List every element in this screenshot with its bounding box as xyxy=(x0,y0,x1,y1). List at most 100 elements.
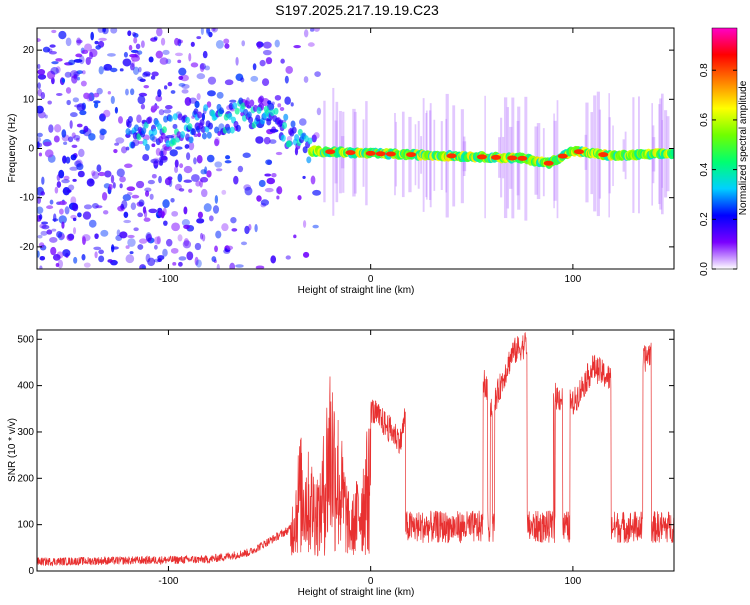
heatmap-speckle xyxy=(70,112,78,118)
heatmap-speckle xyxy=(119,68,124,72)
heatmap-speckle xyxy=(140,40,145,48)
heatmap-speckle xyxy=(183,179,193,183)
heatmap-speckle xyxy=(82,236,86,245)
heatmap-speckle xyxy=(248,224,252,231)
heatmap-speckle xyxy=(122,58,132,67)
heatmap-peak xyxy=(543,160,554,166)
heatmap-speckle xyxy=(69,120,73,129)
bottom-plot-frame xyxy=(36,329,675,572)
heatmap-speckle xyxy=(175,146,183,150)
heatmap-ridge-blob xyxy=(273,107,279,115)
heatmap-speckle xyxy=(184,96,192,106)
heatmap-speckle xyxy=(256,195,262,202)
heatmap-speckle xyxy=(229,99,237,103)
heatmap-speckle xyxy=(64,71,72,78)
top-y-tick-label: -20 xyxy=(20,242,35,253)
heatmap-ridge-blob xyxy=(290,120,296,128)
heatmap-speckle xyxy=(188,141,195,151)
heatmap-speckle xyxy=(195,180,201,187)
heatmap-speckle xyxy=(242,152,251,158)
heatmap-speckle xyxy=(298,118,307,126)
heatmap-speckle xyxy=(54,186,59,194)
colorbar-ticks: 0.0 0.2 0.4 0.6 0.8 xyxy=(699,63,737,276)
heatmap-ridge-blob xyxy=(191,128,197,136)
colorbar-tick-label: 0.2 xyxy=(699,212,710,226)
heatmap-ridge-blob xyxy=(234,107,240,115)
heatmap-speckle xyxy=(38,152,43,157)
heatmap-speckle xyxy=(162,199,170,209)
heatmap-speckle xyxy=(118,116,123,124)
heatmap-speckle xyxy=(212,28,216,32)
heatmap-ridge-blob xyxy=(271,126,277,134)
heatmap-speckle xyxy=(293,234,297,239)
heatmap-ridge-blob xyxy=(199,119,205,127)
heatmap-ridge-blob xyxy=(302,146,308,154)
heatmap-ridge-blob xyxy=(147,116,153,124)
heatmap-ridge-blob xyxy=(306,156,312,164)
top-y-tick-label: 20 xyxy=(23,45,35,56)
heatmap-speckle xyxy=(93,92,100,98)
heatmap-speckle xyxy=(132,66,140,75)
heatmap-speckle xyxy=(153,36,158,41)
heatmap-speckle xyxy=(171,210,179,217)
heatmap-speckle xyxy=(103,109,111,118)
heatmap-speckle xyxy=(97,171,106,177)
heatmap-speckle xyxy=(58,215,67,224)
heatmap-speckle xyxy=(47,100,52,105)
heatmap-speckle xyxy=(265,159,273,165)
heatmap-speckle xyxy=(76,39,83,44)
heatmap-speckle xyxy=(59,208,64,215)
heatmap-speckle xyxy=(276,186,283,195)
heatmap-speckle xyxy=(139,78,146,82)
heatmap-peak xyxy=(476,154,487,160)
heatmap-speckle xyxy=(235,264,244,268)
heatmap-speckle xyxy=(98,66,104,75)
heatmap-ridge-blob xyxy=(152,128,158,136)
heatmap-speckle xyxy=(78,148,85,158)
heatmap-speckle xyxy=(95,205,103,209)
heatmap-speckle xyxy=(76,123,83,128)
heatmap-speckle xyxy=(221,189,227,195)
heatmap-speckle xyxy=(37,206,44,214)
heatmap-speckle xyxy=(129,251,134,255)
heatmap-speckle xyxy=(172,261,177,266)
heatmap-speckle xyxy=(97,28,104,33)
heatmap-speckle xyxy=(302,251,310,258)
heatmap-speckle xyxy=(49,199,54,205)
heatmap-speckle xyxy=(297,195,302,201)
heatmap-speckle xyxy=(113,148,118,154)
heatmap-speckle xyxy=(170,197,175,203)
heatmap-speckle xyxy=(37,82,41,90)
heatmap-speckle xyxy=(58,30,67,40)
heatmap-speckle xyxy=(237,165,244,173)
heatmap-speckle xyxy=(77,212,82,218)
heatmap-ridge-blob xyxy=(206,131,212,139)
heatmap-speckle xyxy=(178,67,187,76)
heatmap-peak xyxy=(385,151,396,157)
heatmap-speckle xyxy=(215,168,223,172)
heatmap-speckle xyxy=(260,199,270,206)
heatmap-speckle xyxy=(188,188,193,193)
heatmap-peak xyxy=(446,153,457,159)
heatmap-speckle xyxy=(119,231,128,239)
heatmap-speckle xyxy=(99,133,105,141)
heatmap-speckle xyxy=(284,75,289,84)
heatmap-peak xyxy=(557,153,568,159)
heatmap-speckle xyxy=(86,178,95,187)
heatmap-speckle xyxy=(157,89,162,98)
heatmap-speckle xyxy=(62,186,71,196)
heatmap-speckle xyxy=(76,103,86,112)
heatmap-speckle xyxy=(215,230,222,239)
heatmap-speckle xyxy=(254,224,258,233)
heatmap-speckle xyxy=(127,30,132,37)
heatmap-speckle xyxy=(143,209,148,219)
heatmap-speckle xyxy=(122,194,132,201)
heatmap-speckle xyxy=(162,49,170,55)
heatmap-ridge-blob xyxy=(188,136,194,144)
heatmap-speckle xyxy=(156,28,163,37)
heatmap-speckle xyxy=(200,176,209,183)
heatmap-speckle xyxy=(153,244,158,250)
heatmap-speckle xyxy=(142,206,147,214)
heatmap-speckle xyxy=(53,213,57,223)
